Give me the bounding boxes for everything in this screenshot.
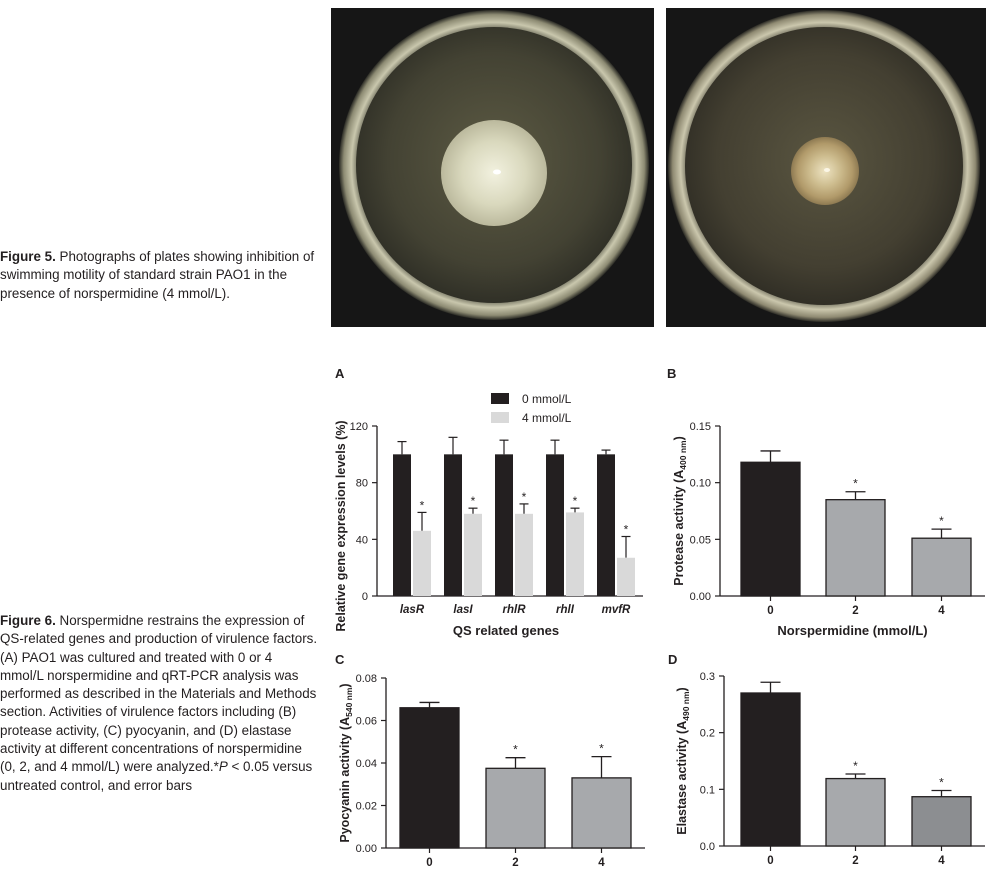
a-y-axis-label: Relative gene expression levels (%) [334,420,348,631]
panel-label-a: A [335,366,345,381]
plate-photo-control [331,8,654,327]
b-y-tick-label: 0.15 [690,421,711,433]
c-y-axis-label: Pyocyanin activity (A540 nm) [338,683,354,842]
b-x-tick-label: 0 [767,605,773,617]
a-legend-label: 0 mmol/L [522,392,572,406]
b-bar [825,499,886,597]
d-y-tick-label: 0.0 [700,841,715,853]
c-y-tick-label: 0.02 [356,801,377,813]
c-significance-star: * [599,742,604,756]
figure6-caption: Figure 6. Norspermidne restrains the exp… [0,612,318,795]
a-bar-control [444,454,462,596]
b-y-axis-label: Protease activity (A400 nm) [672,436,688,586]
c-y-tick-label: 0.06 [356,716,377,728]
c-y-tick-label: 0.08 [356,673,377,685]
a-legend-label: 4 mmol/L [522,411,572,425]
figure6-text-end: < 0.05 versus untreated control, and err… [0,759,313,793]
c-x-tick-label: 4 [598,857,605,869]
b-y-tick-label: 0.05 [690,534,711,546]
c-bar [485,767,546,849]
c-y-tick-label: 0.04 [356,758,377,770]
a-y-tick-label: 120 [350,421,368,433]
a-y-tick-label: 80 [356,478,368,490]
panel-label-c: C [335,652,345,667]
c-y-label-sub: 540 nm [344,687,354,717]
b-y-tick-label: 0.10 [690,478,711,490]
a-bar-treated [464,513,482,596]
figure5-caption: Figure 5. Photographs of plates showing … [0,248,320,303]
a-significance-star: * [624,523,629,537]
d-y-axis-label: Elastase activity (A490 nm) [675,687,691,834]
b-bar [740,461,801,597]
b-bar [911,537,972,597]
b-y-label-end: ) [672,436,686,440]
figure6-text: Norspermidne restrains the expression of… [0,613,318,775]
a-significance-star: * [573,494,578,508]
b-y-tick-label: 0.00 [690,591,711,603]
d-y-label-end: ) [675,687,689,691]
d-significance-star: * [939,775,944,789]
a-x-axis-label: QS related genes [453,623,559,638]
a-legend-swatch [491,412,509,423]
c-x-tick-label: 2 [512,857,518,869]
a-significance-star: * [420,498,425,512]
a-x-tick-label: rhlR [503,604,527,616]
d-significance-star: * [853,759,858,773]
d-y-tick-label: 0.3 [700,671,715,683]
a-y-tick-label: 40 [356,534,368,546]
d-x-tick-label: 4 [938,855,945,867]
d-x-tick-label: 0 [767,855,773,867]
d-x-tick-label: 2 [852,855,858,867]
d-y-label-sub: 490 nm [681,691,691,721]
panel-label-d: D [668,652,678,667]
a-x-tick-label: lasR [400,604,425,616]
figure6-label: Figure 6. [0,613,56,628]
a-bar-control [597,454,615,596]
c-bar [571,777,632,849]
b-y-label-sub: 400 nm [678,440,688,470]
a-x-tick-label: mvfR [602,604,631,616]
p-value-symbol: P [218,759,228,775]
a-bar-treated [566,512,584,596]
a-x-tick-label: lasI [453,604,473,616]
a-bar-treated [617,557,635,596]
a-bar-control [546,454,564,596]
d-bar [740,692,801,847]
b-x-tick-label: 4 [938,605,945,617]
b-x-tick-label: 2 [852,605,858,617]
c-y-label-main: Pyocyanin activity (A [338,717,352,843]
c-bar [399,707,460,849]
a-y-tick-label: 0 [362,591,368,603]
d-y-tick-label: 0.1 [700,784,715,796]
a-bar-control [495,454,513,596]
a-x-tick-label: rhlI [556,604,575,616]
a-significance-star: * [522,490,527,504]
plate-photo-norspermidine [666,8,986,327]
d-y-tick-label: 0.2 [700,728,715,740]
a-significance-star: * [471,494,476,508]
d-bar [825,777,886,847]
d-bar [911,796,972,847]
d-y-label-main: Elastase activity (A [675,721,689,835]
a-bar-treated [515,513,533,596]
c-y-tick-label: 0.00 [356,843,377,855]
a-bar-control [393,454,411,596]
a-legend-swatch [491,393,509,404]
b-x-axis-label: Norspermidine (mmol/L) [777,623,927,638]
figure5-label: Figure 5. [0,249,56,264]
c-x-tick-label: 0 [426,857,432,869]
c-y-label-end: ) [338,683,352,687]
b-significance-star: * [939,514,944,528]
figure5-text: Photographs of plates showing inhibition… [0,249,315,301]
c-significance-star: * [513,743,518,757]
b-y-label-main: Protease activity (A [672,470,686,586]
a-bar-treated [413,530,431,596]
b-significance-star: * [853,477,858,491]
panel-label-b: B [667,366,677,381]
